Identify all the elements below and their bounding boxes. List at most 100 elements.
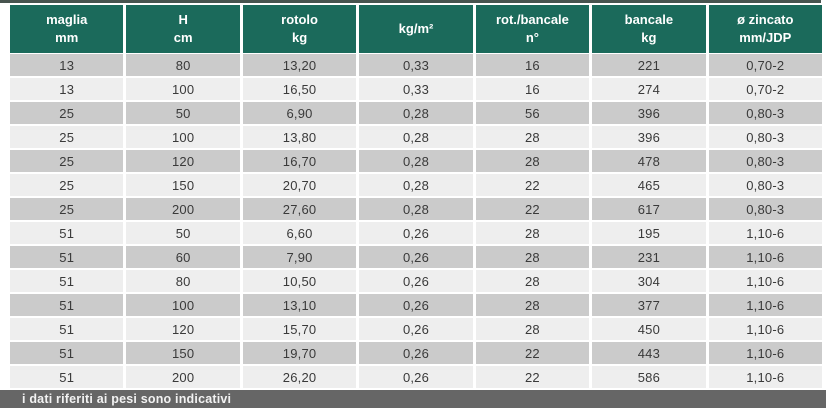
table-cell: 0,33	[359, 54, 473, 76]
table-cell: 13	[10, 78, 124, 100]
table-cell: 28	[475, 246, 590, 268]
table-row: 51 200 26,20 0,26 22 586 1,10-6	[10, 366, 822, 388]
table-cell: 0,26	[359, 294, 473, 316]
table-cell: 200	[126, 198, 240, 220]
table-cell: 28	[475, 294, 590, 316]
table-cell: 7,90	[242, 246, 357, 268]
table-cell: 28	[475, 318, 590, 340]
top-border-line	[0, 0, 821, 3]
table-cell: 0,28	[359, 174, 473, 196]
table-cell: 28	[475, 150, 590, 172]
table-cell: 396	[592, 102, 706, 124]
table-cell: 120	[126, 150, 240, 172]
table-row: 25 100 13,80 0,28 28 396 0,80-3	[10, 126, 822, 148]
table-cell: 25	[10, 102, 124, 124]
table-row: 51 120 15,70 0,26 28 450 1,10-6	[10, 318, 822, 340]
table-cell: 16	[475, 54, 590, 76]
table-cell: 478	[592, 150, 706, 172]
table-cell: 22	[475, 174, 590, 196]
table-cell: 465	[592, 174, 706, 196]
table-cell: 0,28	[359, 198, 473, 220]
header-h: H cm	[126, 5, 240, 53]
table-cell: 51	[10, 270, 124, 292]
table-row: 51 50 6,60 0,26 28 195 1,10-6	[10, 222, 822, 244]
table-cell: 0,70-2	[708, 78, 822, 100]
table-cell: 28	[475, 126, 590, 148]
table-cell: 200	[126, 366, 240, 388]
table-row: 51 80 10,50 0,26 28 304 1,10-6	[10, 270, 822, 292]
table-row: 51 150 19,70 0,26 22 443 1,10-6	[10, 342, 822, 364]
header-rot-bancale: rot./bancale n°	[475, 5, 590, 53]
table-cell: 0,26	[359, 318, 473, 340]
table-cell: 120	[126, 318, 240, 340]
table-body: 13 80 13,20 0,33 16 221 0,70-2 13 100 16,50 0,33 16…	[10, 54, 822, 388]
table-cell: 20,70	[242, 174, 357, 196]
table-cell: 22	[475, 366, 590, 388]
table-cell: 25	[10, 150, 124, 172]
table-cell: 15,70	[242, 318, 357, 340]
table-cell: 0,26	[359, 270, 473, 292]
table-cell: 0,26	[359, 222, 473, 244]
table-cell: 443	[592, 342, 706, 364]
table-cell: 150	[126, 342, 240, 364]
table-row: 51 60 7,90 0,26 28 231 1,10-6	[10, 246, 822, 268]
table-cell: 1,10-6	[708, 342, 822, 364]
table-cell: 13,20	[242, 54, 357, 76]
table-cell: 26,20	[242, 366, 357, 388]
table-header-row: maglia mm H cm rotolo kg kg/m² rot./banc…	[10, 5, 822, 53]
table-row: 25 200 27,60 0,28 22 617 0,80-3	[10, 198, 822, 220]
table-cell: 231	[592, 246, 706, 268]
table-cell: 274	[592, 78, 706, 100]
table-cell: 304	[592, 270, 706, 292]
table-cell: 221	[592, 54, 706, 76]
table-cell: 6,90	[242, 102, 357, 124]
table-cell: 80	[126, 54, 240, 76]
table-cell: 51	[10, 342, 124, 364]
header-rotolo: rotolo kg	[242, 5, 357, 53]
table-row: 25 50 6,90 0,28 56 396 0,80-3	[10, 102, 822, 124]
table-cell: 586	[592, 366, 706, 388]
table-cell: 0,80-3	[708, 198, 822, 220]
table-cell: 0,28	[359, 102, 473, 124]
table-cell: 1,10-6	[708, 366, 822, 388]
table-row: 51 100 13,10 0,26 28 377 1,10-6	[10, 294, 822, 316]
table-cell: 51	[10, 222, 124, 244]
table-cell: 25	[10, 126, 124, 148]
table-cell: 16	[475, 78, 590, 100]
table-cell: 0,28	[359, 126, 473, 148]
table-cell: 377	[592, 294, 706, 316]
header-zincato: ø zincato mm/JDP	[708, 5, 822, 53]
table-cell: 13,80	[242, 126, 357, 148]
table-cell: 100	[126, 78, 240, 100]
table-cell: 50	[126, 102, 240, 124]
table-cell: 1,10-6	[708, 294, 822, 316]
table-cell: 50	[126, 222, 240, 244]
header-kg-m2: kg/m²	[359, 5, 473, 53]
table-cell: 60	[126, 246, 240, 268]
table-cell: 51	[10, 318, 124, 340]
table-cell: 19,70	[242, 342, 357, 364]
footer-note-text: i dati riferiti ai pesi sono indicativi	[22, 392, 232, 406]
table-cell: 16,50	[242, 78, 357, 100]
footer-note-bar: i dati riferiti ai pesi sono indicativi	[0, 390, 826, 408]
table-cell: 51	[10, 366, 124, 388]
table-row: 25 120 16,70 0,28 28 478 0,80-3	[10, 150, 822, 172]
table-cell: 0,80-3	[708, 102, 822, 124]
table-row: 13 80 13,20 0,33 16 221 0,70-2	[10, 54, 822, 76]
table-cell: 27,60	[242, 198, 357, 220]
table-cell: 13	[10, 54, 124, 76]
table-cell: 1,10-6	[708, 270, 822, 292]
table-cell: 0,80-3	[708, 126, 822, 148]
table-cell: 22	[475, 342, 590, 364]
table-cell: 16,70	[242, 150, 357, 172]
table-cell: 100	[126, 126, 240, 148]
table-cell: 195	[592, 222, 706, 244]
table-cell: 22	[475, 198, 590, 220]
table-cell: 56	[475, 102, 590, 124]
table-cell: 0,26	[359, 342, 473, 364]
table-cell: 0,70-2	[708, 54, 822, 76]
table-cell: 51	[10, 294, 124, 316]
table-row: 13 100 16,50 0,33 16 274 0,70-2	[10, 78, 822, 100]
table-cell: 13,10	[242, 294, 357, 316]
